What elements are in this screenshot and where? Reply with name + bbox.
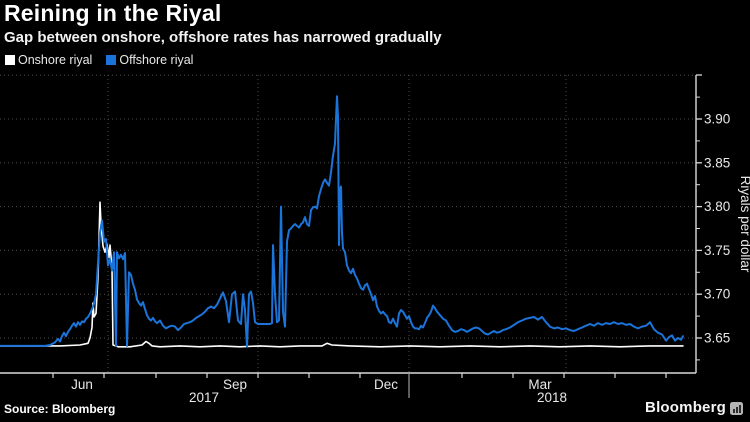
- chart-legend: Onshore riyal Offshore riyal: [5, 53, 193, 67]
- x-axis-month-label: Mar: [528, 377, 552, 392]
- chart-subtitle: Gap between onshore, offshore rates has …: [4, 29, 442, 46]
- y-axis-title: Riyals per dollar: [738, 176, 750, 273]
- offshore-swatch-icon: [106, 55, 117, 65]
- series-onshore-riyal: [0, 201, 684, 348]
- legend-label-onshore: Onshore riyal: [18, 53, 93, 67]
- source-label: Source: Bloomberg: [4, 402, 116, 416]
- series-offshore-riyal: [0, 95, 684, 348]
- y-axis-label: 3.85: [704, 155, 730, 170]
- bloomberg-logo-text: Bloomberg: [645, 399, 726, 416]
- x-axis-month-label: Dec: [374, 377, 398, 392]
- legend-label-offshore: Offshore riyal: [119, 53, 194, 67]
- y-axis-label: 3.70: [704, 287, 730, 302]
- y-axis-label: 3.65: [704, 331, 730, 346]
- legend-item-offshore: Offshore riyal: [106, 53, 193, 67]
- page-title: Reining in the Riyal: [4, 0, 222, 26]
- x-axis-month-label: Jun: [71, 377, 93, 392]
- x-axis-month-label: Sep: [223, 377, 247, 392]
- legend-item-onshore: Onshore riyal: [5, 53, 92, 67]
- y-axis-label: 3.90: [704, 112, 730, 127]
- y-axis-label: 3.75: [704, 243, 730, 258]
- bloomberg-logo: Bloomberg: [645, 399, 743, 416]
- bloomberg-terminal-icon: [730, 401, 743, 415]
- x-axis-year-label: 2017: [189, 390, 219, 405]
- onshore-swatch-icon: [5, 55, 15, 65]
- y-axis-label: 3.80: [704, 199, 730, 214]
- x-axis-year-label: 2018: [537, 390, 567, 405]
